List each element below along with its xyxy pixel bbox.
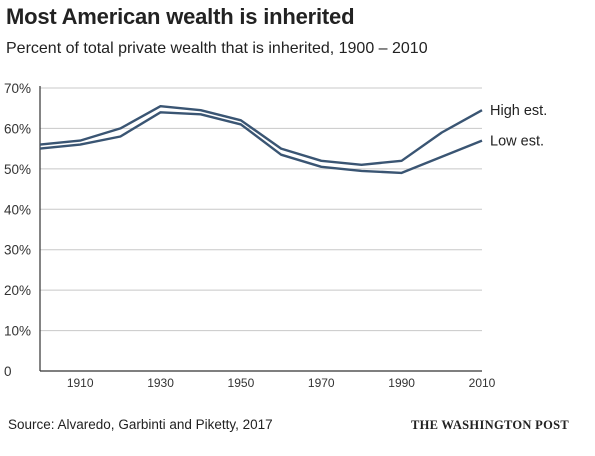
x-tick-label: 1990 (388, 376, 415, 390)
series-labels: High est. Low est. (490, 103, 547, 149)
x-tick-label: 1910 (67, 376, 94, 390)
series-line (39, 105, 483, 166)
axes (39, 86, 482, 372)
series-lines (39, 105, 483, 175)
x-tick-label: 1950 (228, 376, 255, 390)
chart-subtitle: Percent of total private wealth that is … (6, 40, 428, 57)
chart-title: Most American wealth is inherited (6, 4, 355, 29)
y-tick-label: 70% (4, 81, 31, 96)
publisher-credit: THE WASHINGTON POST (410, 418, 569, 432)
gridlines (40, 87, 482, 332)
y-tick-label: 10% (4, 324, 31, 339)
y-tick-label: 20% (4, 283, 31, 298)
x-tick-label: 1970 (308, 376, 335, 390)
y-tick-label: 0 (4, 364, 12, 379)
source-note: Source: Alvaredo, Garbinti and Piketty, … (8, 417, 273, 432)
y-tick-label: 50% (4, 162, 31, 177)
y-tick-label: 30% (4, 243, 31, 258)
y-tick-label: 60% (4, 121, 31, 136)
series-line (39, 111, 483, 175)
x-tick-label: 2010 (469, 376, 496, 390)
y-tick-label: 40% (4, 202, 31, 217)
y-axis-labels: 0 10% 20% 30% 40% 50% 60% 70% (4, 81, 31, 379)
series-label: High est. (490, 103, 547, 119)
series-label: Low est. (490, 134, 544, 150)
x-tick-label: 1930 (147, 376, 174, 390)
x-axis-labels: 1910 1930 1950 1970 1990 2010 (67, 376, 496, 390)
